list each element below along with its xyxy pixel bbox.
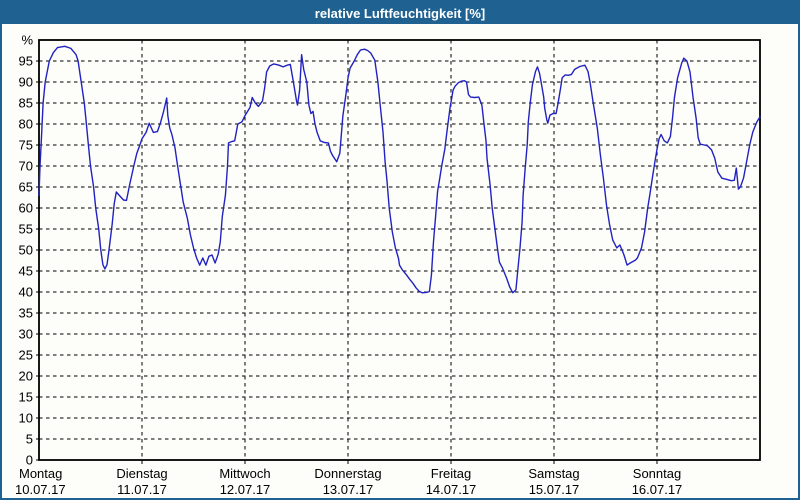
plot-border — [38, 39, 761, 461]
day-label: Donnerstag — [314, 466, 381, 481]
date-label: 10.07.17 — [15, 482, 66, 497]
date-label: 15.07.17 — [529, 482, 580, 497]
y-axis-label: 80 — [19, 117, 33, 132]
y-axis-label: 85 — [19, 96, 33, 111]
day-label: Freitag — [431, 466, 471, 481]
y-axis-label: 60 — [19, 201, 33, 216]
y-axis-unit-label: % — [21, 33, 33, 48]
day-label: Dienstag — [116, 466, 167, 481]
y-axis-label: 40 — [19, 285, 33, 300]
y-axis-label: 0 — [26, 453, 33, 468]
y-axis-label: 75 — [19, 138, 33, 153]
date-label: 11.07.17 — [117, 482, 167, 497]
day-label: Mittwoch — [219, 466, 270, 481]
y-axis-label: 55 — [19, 222, 33, 237]
day-label: Sonntag — [633, 466, 681, 481]
date-label: 14.07.17 — [426, 482, 477, 497]
date-label: 13.07.17 — [323, 482, 374, 497]
humidity-chart-svg: 0 5 10 15 20 25 30 35 40 45 50 55 60 65 70 75 80 85 90 95% M… — [15, 33, 761, 497]
date-label: 16.07.17 — [632, 482, 683, 497]
date-label: 12.07.17 — [220, 482, 271, 497]
chart-area: 0 5 10 15 20 25 30 35 40 45 50 55 60 65 70 75 80 85 90 95% M… — [2, 24, 798, 498]
y-axis-label: 20 — [19, 369, 33, 384]
titlebar: relative Luftfeuchtigkeit [%] — [2, 2, 798, 24]
y-axis-label: 90 — [19, 75, 33, 90]
y-axis-label: 35 — [19, 306, 33, 321]
day-label: Montag — [19, 466, 62, 481]
y-axis-label: 5 — [26, 432, 33, 447]
day-label: Samstag — [528, 466, 579, 481]
y-axis-label: 25 — [19, 348, 33, 363]
window-title: relative Luftfeuchtigkeit [%] — [314, 5, 486, 21]
humidity-series-line — [38, 45, 761, 294]
y-axis-label: 70 — [19, 159, 33, 174]
y-axis-label: 30 — [19, 327, 33, 342]
y-axis-label: 95 — [19, 54, 33, 69]
y-axis-label: 45 — [19, 264, 33, 279]
y-axis-label: 50 — [19, 243, 33, 258]
y-axis-label: 10 — [19, 411, 33, 426]
y-axis-label: 15 — [19, 390, 33, 405]
y-axis-label: 65 — [19, 180, 33, 195]
